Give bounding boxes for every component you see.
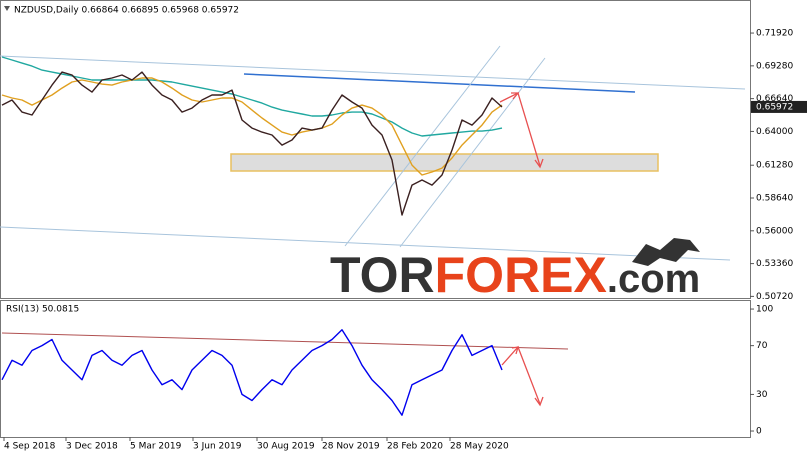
support-zone <box>230 153 659 172</box>
trend-line <box>0 55 746 90</box>
x-tick-label: 28 Nov 2019 <box>322 442 380 452</box>
y-tick-label: 0.58640 <box>756 194 793 204</box>
chart-title: RSI(13) 50.0815 <box>6 305 79 315</box>
logo-icon <box>632 238 700 266</box>
y-tick-label: 0.56000 <box>756 226 793 236</box>
series-line <box>1 56 503 137</box>
x-tick-label: 28 May 2020 <box>450 442 509 452</box>
y-tick-label: 0.69280 <box>756 61 793 71</box>
watermark: TORFOREX.com <box>330 247 700 303</box>
price-panel <box>0 0 751 299</box>
y-tick-label: 70 <box>756 341 768 351</box>
title-icon <box>4 6 10 11</box>
y-tick-label: 0.61280 <box>756 161 793 171</box>
series-line <box>1 71 503 216</box>
y-tick-label: 0 <box>756 427 762 437</box>
series-line <box>1 77 503 176</box>
rsi-trend-line <box>1 332 569 350</box>
y-tick-label: 0.53360 <box>756 259 793 269</box>
x-tick-label: 3 Dec 2018 <box>66 442 118 452</box>
watermark-part: .com <box>607 257 700 301</box>
x-tick-label: 4 Sep 2018 <box>4 442 56 452</box>
last-price-label: 0.65972 <box>756 102 793 112</box>
x-tick-label: 28 Feb 2020 <box>387 442 443 452</box>
series-line <box>1 329 503 416</box>
y-tick-label: 30 <box>756 390 768 400</box>
rsi-panel <box>0 300 751 438</box>
y-tick-label: 0.66640 <box>756 94 793 104</box>
y-tick-label: 0.64000 <box>756 127 793 137</box>
channel-line <box>399 57 546 248</box>
watermark-part: FOREX <box>435 247 607 303</box>
channel-line <box>344 45 501 247</box>
x-tick-label: 30 Aug 2019 <box>257 442 315 452</box>
trend-line <box>0 226 731 261</box>
x-tick-label: 5 Mar 2019 <box>130 442 182 452</box>
y-tick-label: 0.71920 <box>756 29 793 39</box>
forecast-arrows <box>499 92 544 407</box>
y-tick-label: 0.50720 <box>756 292 793 302</box>
last-price-tag <box>751 100 807 113</box>
watermark-part: TOR <box>330 247 435 303</box>
trend-line <box>243 73 636 93</box>
chart-title: NZDUSD,Daily 0.66864 0.66895 0.65968 0.6… <box>14 6 239 16</box>
y-tick-label: 100 <box>756 305 773 315</box>
x-tick-label: 3 Jun 2019 <box>193 442 242 452</box>
